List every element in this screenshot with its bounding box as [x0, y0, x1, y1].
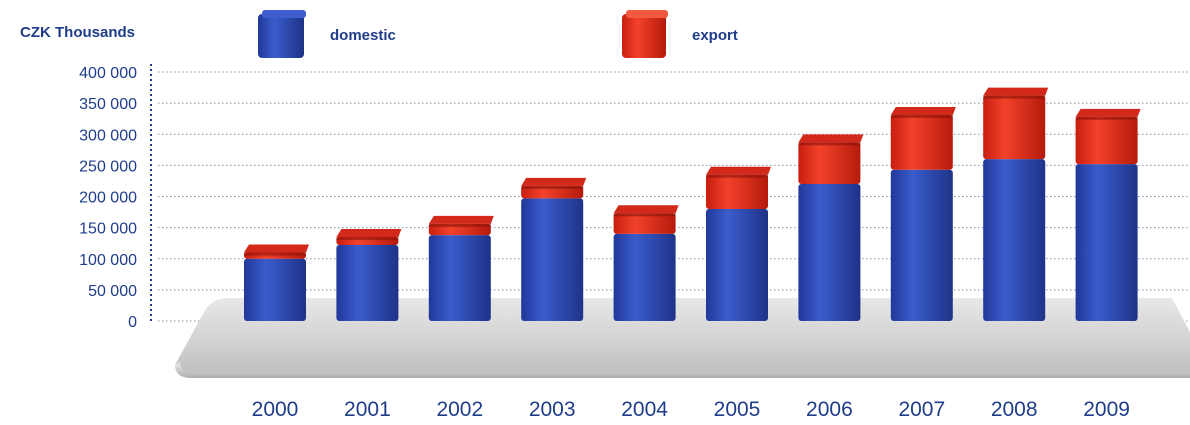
x-tick-label: 2008	[991, 398, 1038, 421]
y-tick-label: 150 000	[79, 221, 137, 238]
bar-top-shade-2009	[1075, 116, 1138, 120]
bar-top-shade-2006	[798, 142, 861, 146]
bar-group-2008	[983, 87, 1049, 321]
bar-top-shade-2004	[613, 213, 676, 217]
x-tick-label: 2003	[529, 398, 576, 421]
bar-top-shade-2008	[983, 95, 1046, 99]
x-tick-label: 2001	[344, 398, 391, 421]
bar-domestic-2009	[1075, 164, 1138, 321]
x-tick-label: 2009	[1083, 398, 1130, 421]
bar-group-2006	[798, 134, 864, 321]
x-tick-label: 2007	[898, 398, 945, 421]
bar-export-2008	[983, 95, 1046, 160]
x-tick-label: 2002	[436, 398, 483, 421]
bar-top-cap-2006	[798, 134, 864, 143]
bar-top-cap-2000	[244, 244, 309, 253]
bars	[244, 87, 1141, 321]
y-axis-label: CZK Thousands	[20, 24, 135, 41]
legend-item-domestic: domestic	[258, 10, 396, 58]
bar-domestic-2006	[798, 184, 861, 321]
bar-top-cap-2009	[1075, 108, 1141, 117]
bar-top-cap-2008	[983, 87, 1049, 96]
bar-group-2005	[706, 166, 771, 321]
bar-top-cap-2002	[428, 215, 494, 224]
bar-export-2003	[521, 185, 584, 199]
y-tick-label: 250 000	[79, 158, 137, 175]
bar-top-cap-2005	[706, 166, 771, 175]
bar-top-cap-2003	[521, 177, 587, 186]
bar-domestic-2005	[706, 208, 768, 321]
x-tick-label: 2006	[806, 398, 853, 421]
bar-export-2007	[890, 114, 953, 170]
x-tick-label: 2004	[621, 398, 668, 421]
legend-label-domestic: domestic	[330, 27, 396, 44]
bar-domestic-2007	[890, 169, 953, 321]
bar-top-cap-2001	[336, 228, 402, 237]
legend-swatch-domestic	[258, 14, 304, 58]
x-tick-label: 2000	[252, 398, 299, 421]
bar-group-2000	[244, 244, 309, 321]
bar-domestic-2003	[521, 198, 584, 321]
bar-domestic-2001	[336, 245, 399, 321]
bar-export-2005	[706, 174, 768, 209]
bar-top-shade-2007	[890, 114, 953, 118]
y-tick-label: 400 000	[79, 65, 137, 82]
bar-top-shade-2003	[521, 185, 584, 189]
y-tick-label: 100 000	[79, 252, 137, 269]
bar-group-2009	[1075, 108, 1141, 321]
y-tick-label: 300 000	[79, 127, 137, 144]
bar-export-2004	[613, 213, 676, 234]
bar-top-cap-2004	[613, 205, 679, 214]
bar-top-cap-2007	[890, 106, 956, 115]
legend-swatch-export	[622, 14, 666, 58]
bar-domestic-2008	[983, 159, 1046, 321]
bar-group-2001	[336, 228, 402, 321]
legend: domestic export	[258, 10, 738, 58]
bar-domestic-2004	[613, 233, 676, 321]
bar-top-shade-2002	[428, 223, 491, 227]
bar-export-2009	[1075, 116, 1138, 165]
bar-top-shade-2001	[336, 236, 399, 240]
legend-item-export: export	[622, 10, 738, 58]
y-tick-label: 350 000	[79, 96, 137, 113]
y-tick-label: 200 000	[79, 190, 137, 207]
bar-top-shade-2005	[706, 174, 768, 178]
bar-group-2002	[428, 215, 494, 321]
bar-group-2003	[521, 177, 587, 321]
x-axis-ticks: 2000 2001 2002 2003 2004 2005 2006 2007 2008 2009	[252, 398, 1130, 421]
x-tick-label: 2005	[714, 398, 761, 421]
bar-top-shade-2000	[244, 252, 306, 256]
bar-domestic-2002	[428, 235, 491, 321]
legend-label-export: export	[692, 27, 738, 44]
y-tick-label: 0	[128, 314, 137, 331]
bar-group-2007	[890, 106, 956, 321]
bar-export-2006	[798, 142, 861, 185]
y-tick-label: 50 000	[88, 283, 137, 300]
bar-group-2004	[613, 205, 679, 321]
bar-domestic-2000	[244, 258, 306, 321]
y-axis-ticks: 0 50 000 100 000 150 000 200 000 250 000 300 0…	[79, 65, 137, 331]
